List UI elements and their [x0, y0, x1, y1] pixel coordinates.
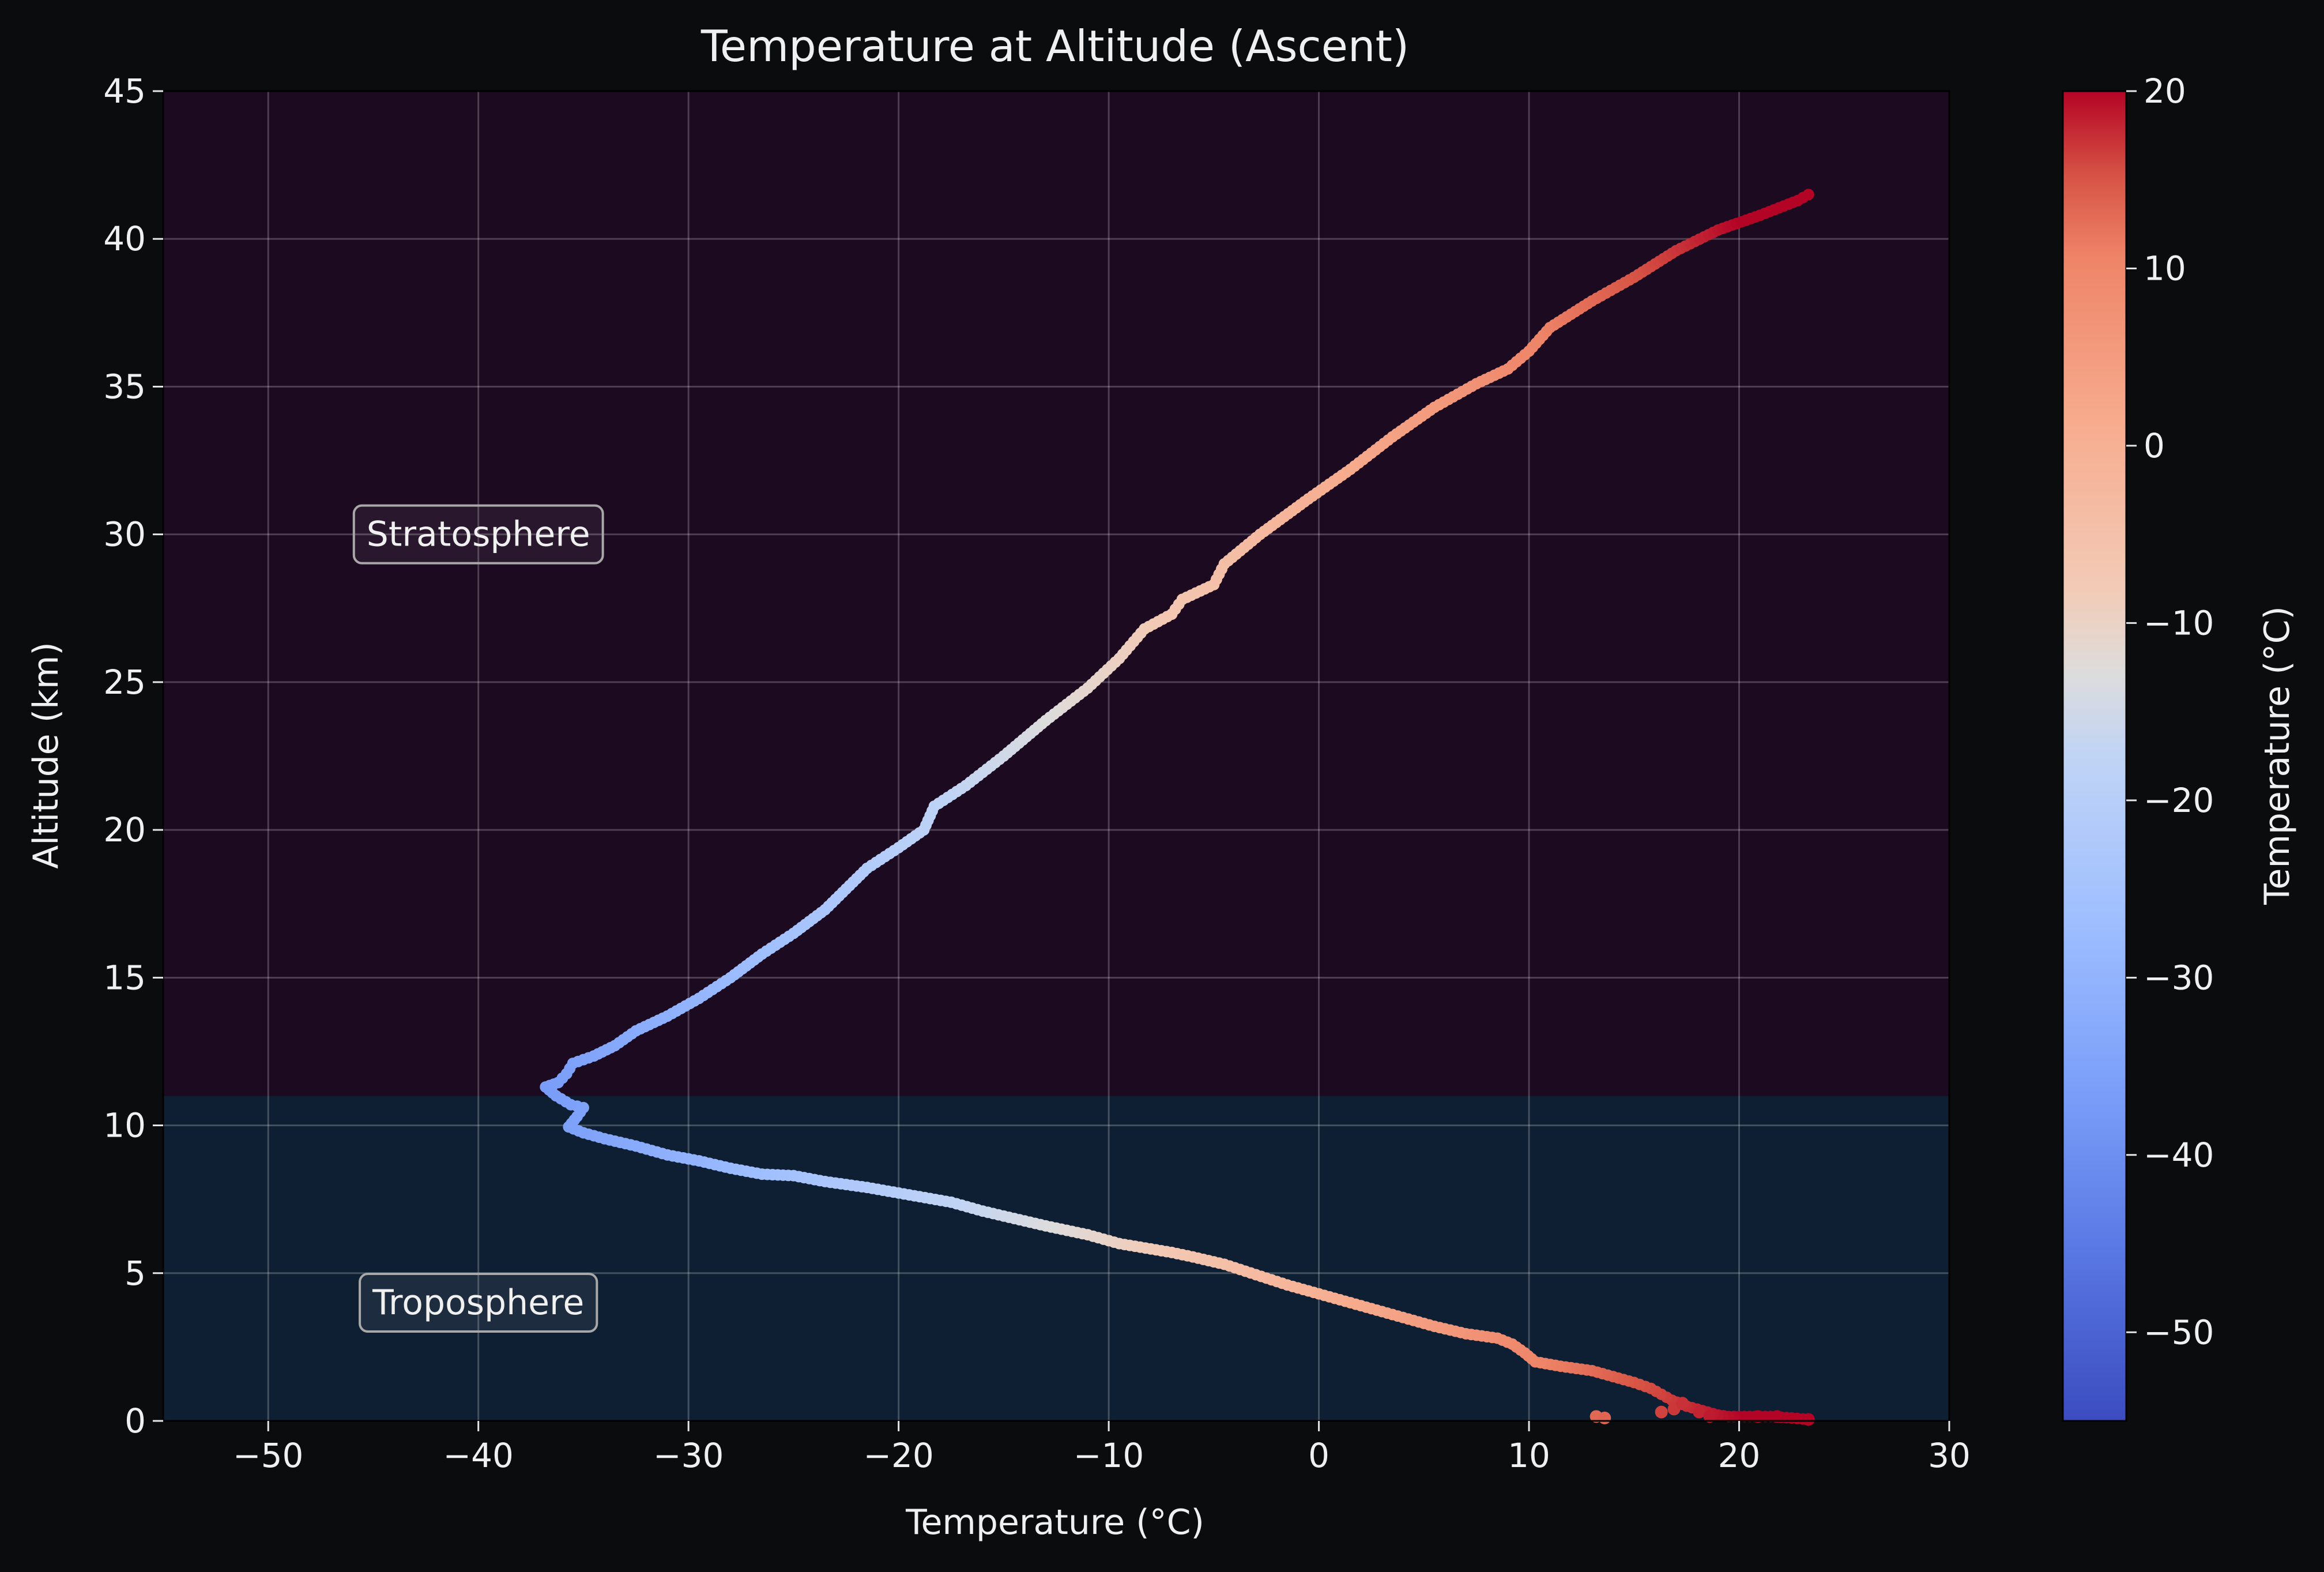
y-tick-label: 45: [103, 72, 146, 111]
y-tick-label: 30: [103, 515, 146, 554]
x-tick-label: 0: [1308, 1436, 1329, 1475]
troposphere-band: [163, 1096, 1949, 1421]
data-point: [1752, 1410, 1765, 1423]
data-point: [1802, 189, 1814, 201]
colorbar-tick-label: 0: [2144, 426, 2165, 465]
colorbar-tick-label: −30: [2144, 958, 2214, 997]
x-tick-label: −10: [1074, 1436, 1144, 1475]
colorbar-tick-label: 20: [2144, 72, 2186, 111]
colorbar-tick-label: −20: [2144, 781, 2214, 820]
data-point: [1693, 1405, 1706, 1419]
troposphere-label-text: Troposphere: [372, 1283, 584, 1323]
data-point: [1676, 1397, 1689, 1410]
y-tick-label: 15: [103, 958, 146, 997]
y-axis-label: Altitude (km): [26, 642, 66, 869]
y-tick-label: 10: [103, 1106, 146, 1145]
x-axis: −50 −40 −30 −20 −10 0 10 20 30: [233, 1421, 1971, 1475]
y-tick-label: 35: [103, 367, 146, 406]
y-tick-label: 5: [125, 1254, 146, 1293]
data-point: [1802, 1413, 1815, 1426]
colorbar-tick-label: −40: [2144, 1135, 2214, 1175]
x-tick-label: 20: [1718, 1436, 1761, 1475]
y-axis: 0 5 10 15 20 25 30 35 40 45: [103, 72, 163, 1441]
x-tick-label: 30: [1928, 1436, 1971, 1475]
data-points: [540, 189, 1815, 1426]
troposphere-label-box: [359, 1273, 598, 1333]
x-tick-label: −20: [863, 1436, 933, 1475]
y-tick-label: 25: [103, 663, 146, 702]
stratosphere-label-box: [352, 504, 604, 565]
y-tick-label: 0: [125, 1401, 146, 1441]
colorbar-tick-label: 10: [2144, 249, 2186, 288]
colorbar-ticks: −50 −40 −30 −20 −10 0 10 20: [2126, 72, 2214, 1352]
colorbar-tick-label: −50: [2144, 1312, 2214, 1352]
chart-title: Temperature at Altitude (Ascent): [700, 21, 1409, 72]
x-tick-label: −30: [653, 1436, 724, 1475]
y-tick-label: 20: [103, 810, 146, 849]
stratosphere-band: [163, 91, 1949, 1096]
colorbar-bar: [2062, 90, 2127, 1422]
x-tick-label: −50: [233, 1436, 303, 1475]
troposphere-label: Troposphere: [359, 1273, 598, 1333]
plot-area: Troposphere Stratosphere: [162, 90, 1950, 1426]
y-tick-label: 40: [103, 219, 146, 258]
stratosphere-label-text: Stratosphere: [367, 514, 590, 555]
colorbar-tick-label: −10: [2144, 603, 2214, 642]
data-point: [1771, 1410, 1784, 1423]
data-point: [1703, 1410, 1716, 1423]
colorbar-label: Temperature (°C): [2257, 606, 2297, 905]
x-tick-label: 10: [1508, 1436, 1550, 1475]
data-point: [1655, 1405, 1668, 1419]
x-axis-label: Temperature (°C): [905, 1502, 1204, 1543]
colorbar: −50 −40 −30 −20 −10 0 10 20 Temperature (°C): [2062, 72, 2297, 1422]
stratosphere-label: Stratosphere: [352, 504, 604, 565]
data-point: [1598, 1411, 1611, 1424]
x-tick-label: −40: [443, 1436, 514, 1475]
plot-frame: [162, 90, 1950, 1422]
